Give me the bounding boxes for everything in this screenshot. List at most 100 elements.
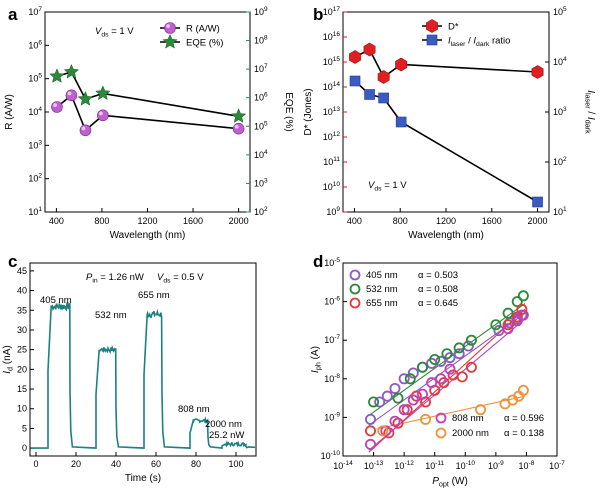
y-tick-label-left: 107	[28, 6, 42, 17]
legend-label: 405 nm	[366, 270, 398, 281]
y-tick-label-left: 102	[28, 173, 42, 184]
panel-c: c 0 20 40 60 80 100 0 5 10 15 20 25 30 35 40 45 Time (s) I…	[2, 252, 257, 484]
y-tick-label: 15	[17, 384, 27, 394]
data-point	[377, 425, 389, 437]
x-tick-label: 10-11	[425, 460, 444, 471]
data-point	[407, 394, 419, 406]
data-point	[363, 42, 376, 57]
y-tick-label-left: 1017	[323, 6, 341, 17]
pulse-label: 808 nm	[178, 404, 210, 415]
legend-alpha: α = 0.138	[504, 428, 544, 439]
x-tick-label: 10-14	[333, 460, 353, 471]
legend-marker	[435, 427, 447, 439]
sphere-body	[51, 101, 63, 113]
x-tick-label: 2000	[528, 216, 548, 226]
legend-label: 655 nm	[366, 298, 398, 309]
data-point	[416, 361, 428, 373]
y-tick-label-right: 107	[254, 63, 268, 74]
pulse-label: 655 nm	[138, 290, 170, 301]
x-tick-label: 100	[228, 459, 243, 469]
y-tick-label: 35	[17, 305, 27, 315]
data-point	[364, 89, 375, 100]
data-point	[502, 319, 514, 331]
data-point	[407, 367, 419, 379]
legend-label: 808 nm	[452, 413, 484, 424]
y-tick-label: 40	[17, 286, 27, 296]
fit-line	[368, 312, 526, 426]
x-tick-label: 800	[94, 216, 109, 226]
data-point	[502, 307, 514, 319]
x-tick-label: 10-12	[394, 460, 414, 471]
pulse-power-label: 25.2 nW	[209, 430, 244, 441]
y-tick-label-left: 1013	[323, 106, 341, 117]
panel-d: d 10-14 10-13 10-12 10-11 10-10 10-9 10-8 10-7 10…	[310, 252, 565, 489]
data-point	[465, 334, 477, 346]
data-point	[398, 404, 410, 416]
y-tick-label-right: 104	[254, 149, 268, 160]
data-point	[380, 425, 392, 437]
y-tick-label-left: 1014	[323, 81, 341, 92]
data-point	[490, 319, 502, 331]
data-point	[441, 348, 453, 360]
annotation-vds: Vds = 0.5 V	[157, 272, 204, 285]
x-tick-label: 1600	[183, 216, 203, 226]
data-point	[401, 404, 413, 416]
data-point	[398, 373, 410, 385]
y-tick-label-left: 109	[326, 206, 340, 217]
data-point	[381, 390, 393, 402]
x-tick-label: 10-9	[488, 460, 504, 471]
data-point	[349, 50, 361, 64]
data-point	[395, 57, 408, 72]
x-tick-label: 10-10	[456, 460, 476, 471]
y-axis-label: Id (nA)	[2, 345, 15, 373]
data-point	[389, 415, 401, 427]
plot-frame	[342, 262, 558, 457]
sphere-highlight	[99, 111, 103, 116]
legend-alpha: α = 0.508	[418, 284, 458, 295]
x-axis-label: Wavelength (nm)	[408, 230, 484, 241]
x-tick-label: 10-8	[519, 460, 535, 471]
data-point	[389, 382, 401, 394]
pulse-label: 2000 nm	[205, 419, 242, 430]
y-tick-label-left: 1011	[323, 156, 340, 167]
legend-label: D*	[448, 22, 459, 33]
data-point	[429, 353, 441, 365]
x-tick-label: 10-7	[549, 460, 565, 471]
panel-label-c: c	[8, 252, 17, 271]
y-tick-label: 10-7	[324, 334, 340, 345]
data-point	[531, 65, 544, 79]
legend-label: Ilaser / Idark ratio	[448, 36, 510, 49]
data-point	[516, 309, 528, 321]
sphere-body	[164, 22, 176, 34]
x-tick-label: 1600	[482, 216, 502, 226]
data-point	[63, 63, 80, 79]
y-tick-label-left: 105	[28, 73, 42, 84]
y-axis-label-right: Ilaser / Idark	[584, 90, 597, 134]
y-tick-label: 45	[17, 266, 27, 276]
data-point	[49, 68, 65, 83]
sphere-body	[65, 89, 78, 102]
sphere-highlight	[166, 24, 170, 29]
data-point	[392, 392, 404, 404]
y-tick-label-left: 1016	[323, 31, 341, 42]
x-tick-label: 400	[49, 216, 64, 226]
data-point	[435, 355, 447, 367]
y-tick-label-right: 102	[254, 206, 268, 217]
legend-marker	[435, 412, 447, 424]
y-tick-label: 10-8	[324, 373, 340, 384]
y-tick-label-right: 109	[254, 6, 268, 17]
data-point	[404, 373, 416, 385]
legend-alpha: α = 0.503	[418, 270, 458, 281]
annotation-vds: Vds = 1 V	[95, 26, 134, 39]
legend-marker	[349, 269, 361, 281]
y-tick-label-left: 1010	[323, 181, 341, 192]
sphere-highlight	[81, 126, 86, 131]
x-tick-label: 10-13	[364, 460, 384, 471]
fit-line	[368, 303, 526, 416]
y-tick-label: 5	[22, 423, 27, 433]
pulse-label: 405 nm	[40, 295, 72, 306]
y-tick-label-right: 105	[553, 6, 567, 17]
legend-alpha: α = 0.645	[418, 298, 458, 309]
data-point	[97, 109, 109, 122]
